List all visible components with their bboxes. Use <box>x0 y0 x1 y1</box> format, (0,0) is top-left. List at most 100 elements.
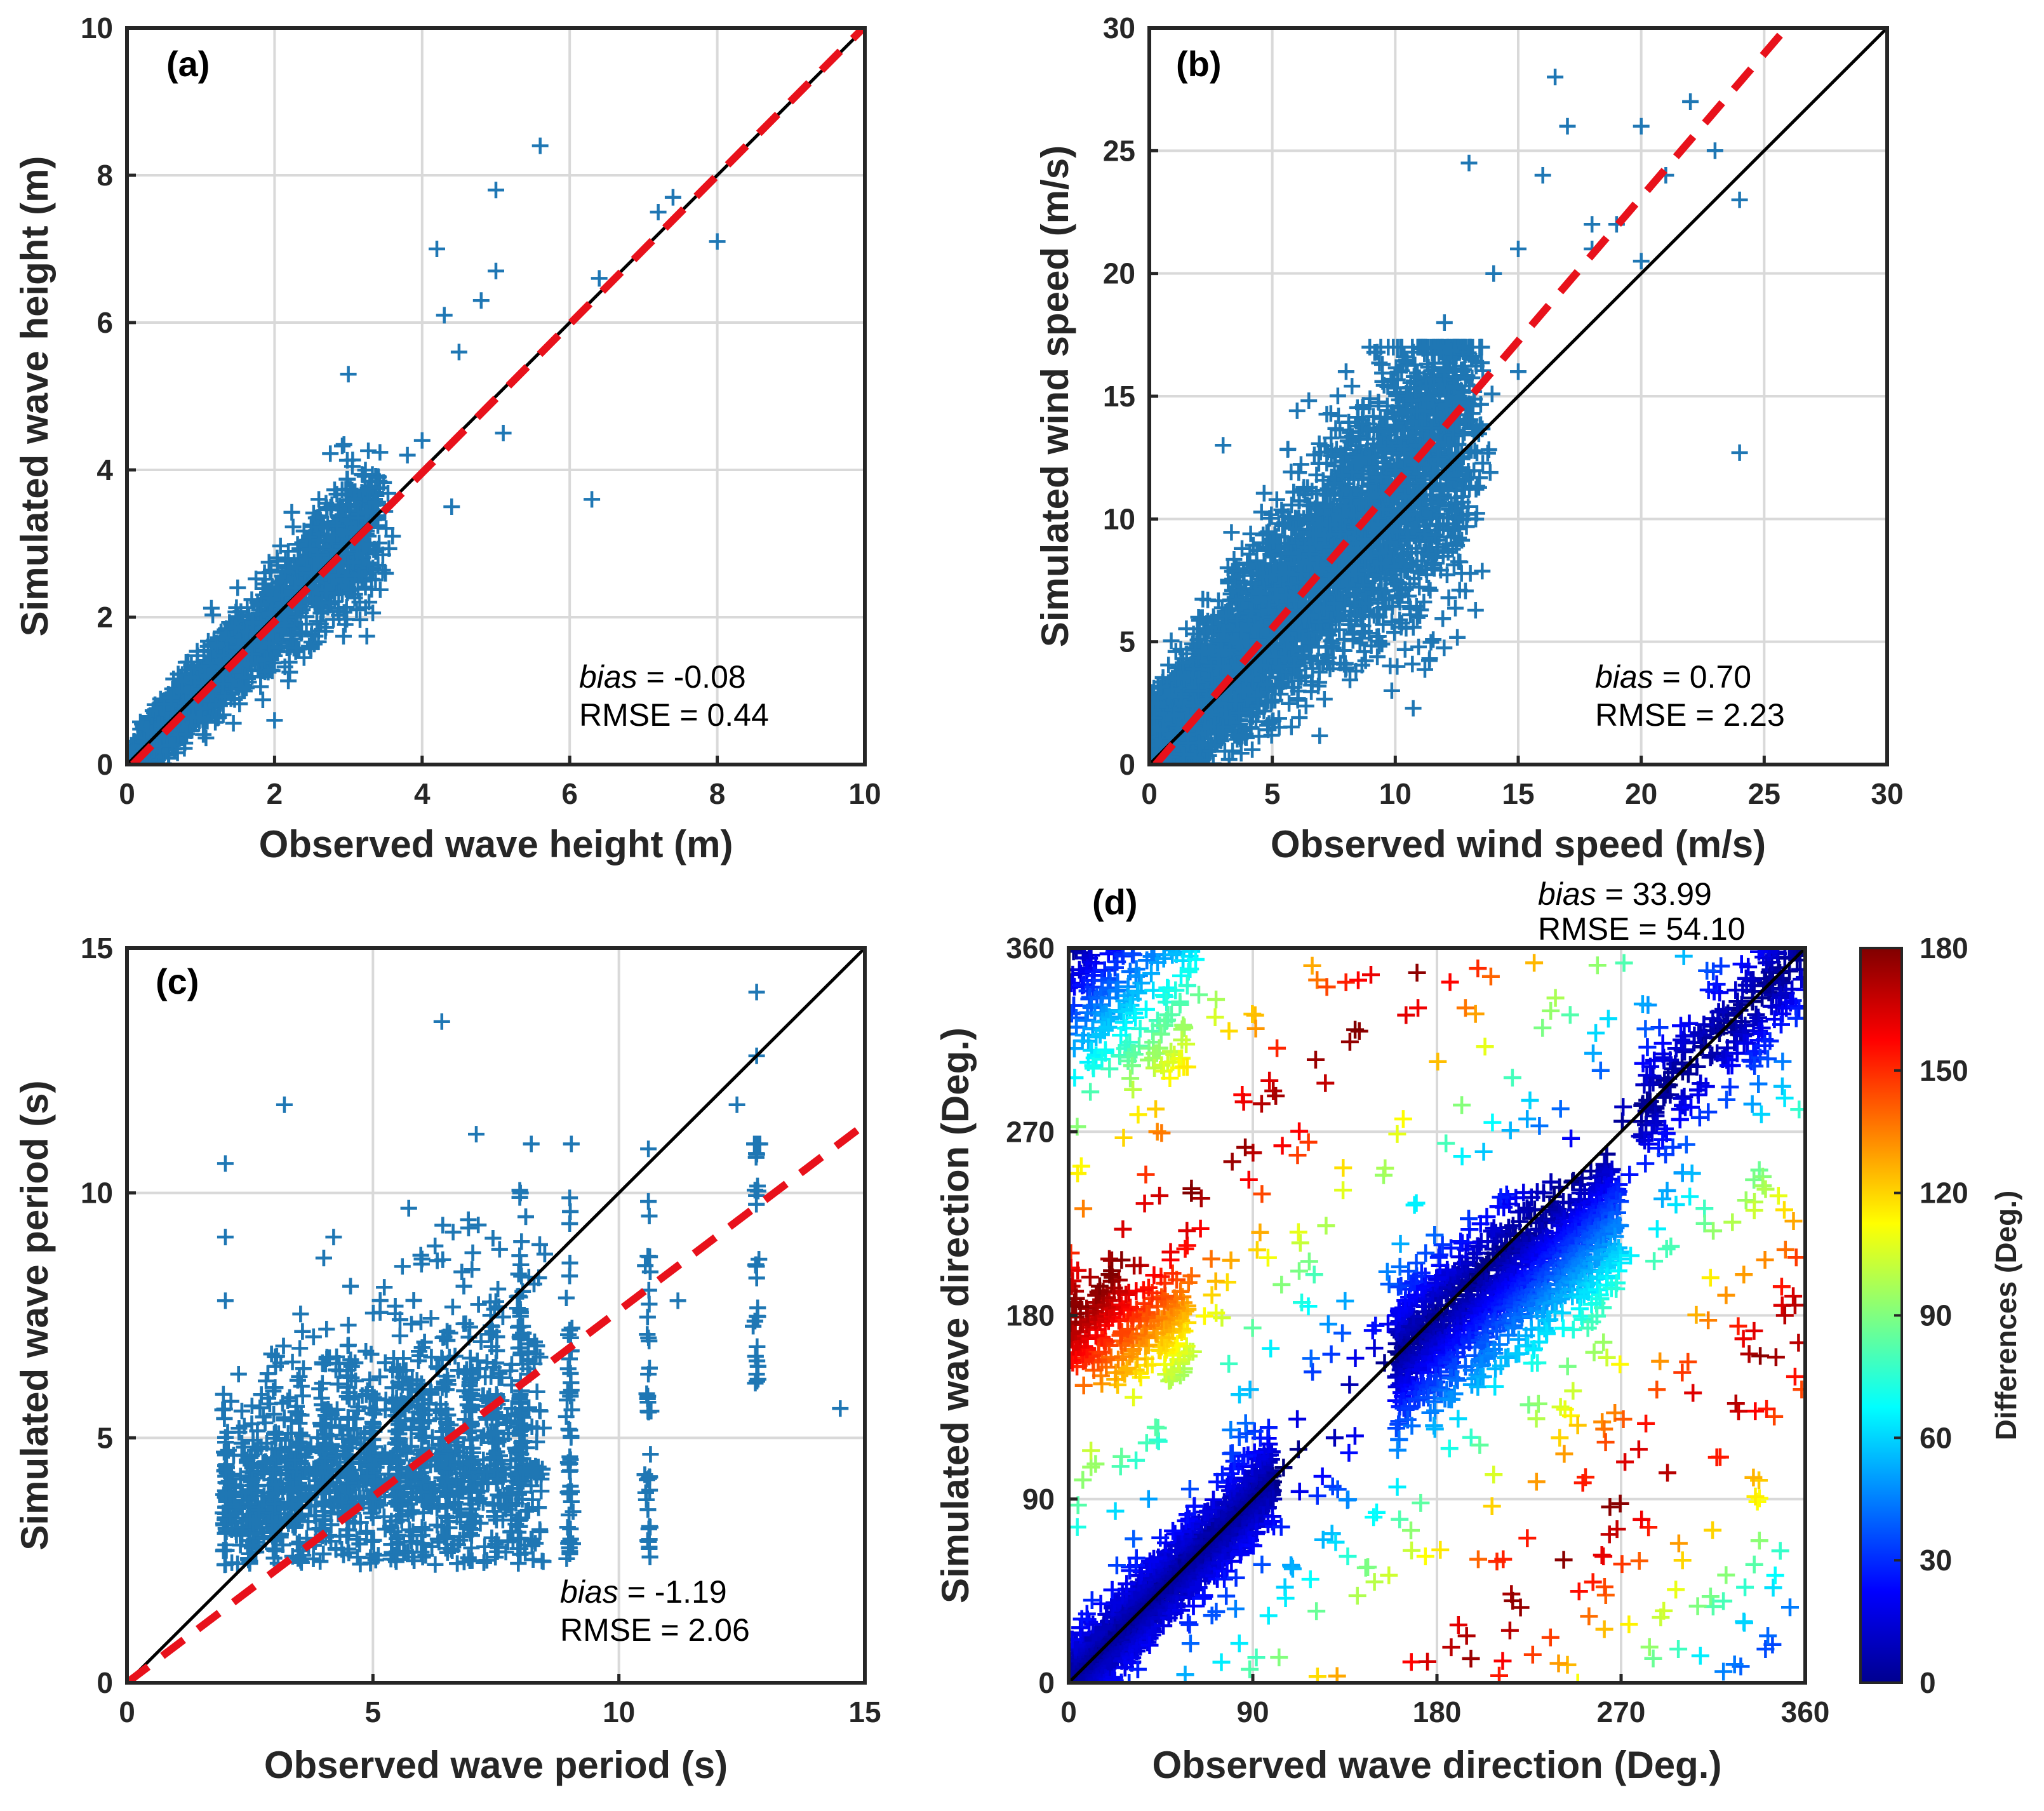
data-point <box>318 499 335 516</box>
data-point <box>295 649 312 666</box>
y-tick-label: 6 <box>97 306 113 339</box>
data-point <box>364 605 382 622</box>
data-point <box>207 697 224 714</box>
axes-frame <box>125 26 867 766</box>
data-point <box>334 438 351 455</box>
data-point <box>443 498 460 515</box>
data-point <box>317 619 335 636</box>
data-point <box>361 537 378 554</box>
x-tick-label: 4 <box>414 777 431 810</box>
data-point <box>1329 387 1346 404</box>
y-tick-label: 4 <box>97 453 113 486</box>
y-axis-label: Simulated wave height (m) <box>13 156 56 637</box>
rmse-annotation: RMSE = 0.44 <box>579 697 769 733</box>
data-point <box>357 462 374 479</box>
data-point <box>340 366 357 383</box>
data-point <box>189 643 206 660</box>
data-point <box>215 675 232 692</box>
data-point <box>1453 531 1471 549</box>
data-point <box>330 584 347 601</box>
data-point <box>413 432 431 449</box>
data-point <box>337 616 354 633</box>
data-point <box>254 692 271 708</box>
data-point <box>1417 661 1433 678</box>
data-point <box>1383 682 1400 699</box>
data-point <box>367 493 384 511</box>
data-point <box>1281 695 1298 712</box>
data-point <box>374 562 391 578</box>
data-point <box>338 451 356 469</box>
data-point <box>1279 441 1296 458</box>
data-point <box>253 596 270 613</box>
x-tick-label: 8 <box>709 777 726 810</box>
data-point <box>1391 611 1408 629</box>
data-point <box>1255 484 1272 502</box>
data-point <box>1268 491 1285 508</box>
data-point <box>664 189 681 206</box>
data-point <box>207 714 224 731</box>
data-point <box>1440 589 1457 606</box>
data-point <box>450 344 467 361</box>
data-point <box>170 665 187 683</box>
data-point <box>358 627 375 645</box>
data-point <box>282 627 299 644</box>
data-point <box>1285 519 1302 536</box>
data-point <box>305 504 322 521</box>
data-point <box>307 627 324 645</box>
data-point <box>352 611 368 628</box>
data-point <box>337 570 354 587</box>
data-point <box>287 580 304 597</box>
data-point <box>1411 578 1428 596</box>
data-point <box>1474 563 1491 580</box>
data-point <box>1160 657 1177 674</box>
data-point <box>1346 471 1363 488</box>
data-point <box>305 558 323 575</box>
data-point <box>204 606 222 624</box>
data-point <box>1292 456 1309 473</box>
data-point <box>217 688 234 705</box>
data-point <box>317 582 335 599</box>
data-point <box>1371 354 1388 371</box>
data-point <box>429 241 445 257</box>
data-point <box>584 491 601 508</box>
data-point <box>288 639 305 657</box>
data-point <box>281 664 298 681</box>
data-point <box>266 712 283 729</box>
data-point <box>1436 639 1453 657</box>
data-point <box>399 446 416 464</box>
data-point <box>332 507 349 525</box>
regression-fit-line <box>130 28 865 765</box>
data-point <box>209 637 226 654</box>
data-point <box>309 613 325 630</box>
data-point <box>1316 691 1333 707</box>
data-point <box>357 504 375 521</box>
data-point <box>229 579 246 596</box>
data-point <box>226 618 243 636</box>
data-point <box>310 531 327 549</box>
bias-annotation: bias = -0.08 <box>579 659 746 695</box>
data-point <box>195 726 212 743</box>
data-point <box>283 504 300 521</box>
data-point <box>370 469 387 486</box>
data-point <box>243 591 260 608</box>
data-point <box>326 481 343 498</box>
data-point <box>1422 634 1439 651</box>
data-point <box>216 647 233 664</box>
data-point <box>436 307 453 324</box>
bias-value: = -0.08 <box>638 659 746 695</box>
y-tick-label: 8 <box>97 159 113 192</box>
data-point <box>1300 392 1318 409</box>
data-point <box>324 515 342 532</box>
data-point <box>1389 338 1406 356</box>
data-point <box>302 640 319 657</box>
data-point <box>495 425 512 441</box>
data-point <box>276 618 293 635</box>
data-point <box>242 655 259 672</box>
scatter-points <box>1149 28 1887 765</box>
data-point <box>1349 409 1366 426</box>
data-point <box>289 536 306 553</box>
data-point <box>472 292 490 309</box>
